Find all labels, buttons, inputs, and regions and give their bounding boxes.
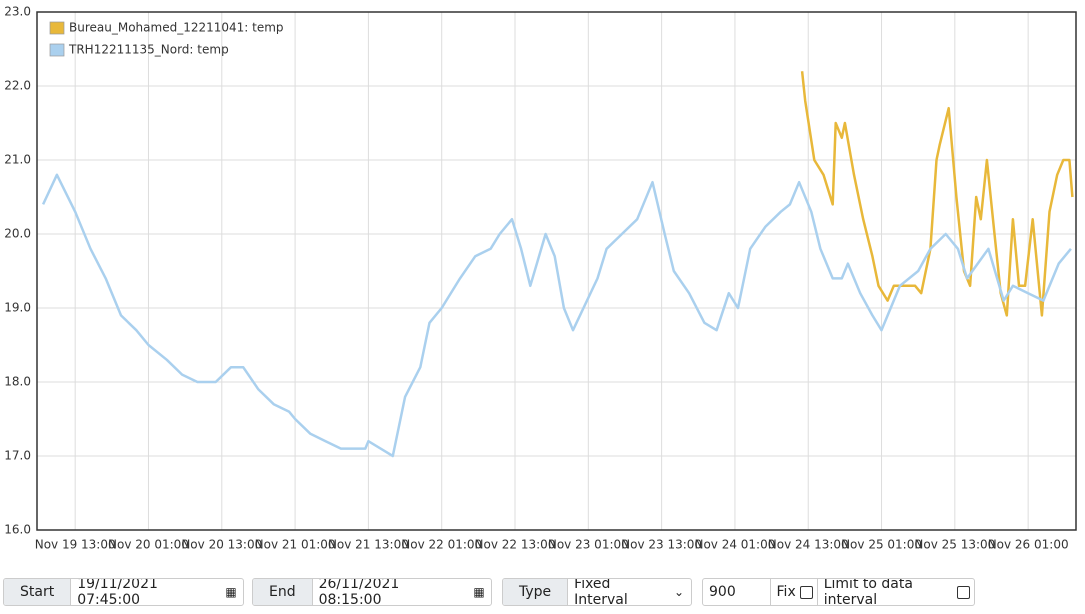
legend-label: TRH12211135_Nord: temp: [68, 43, 229, 57]
start-label: Start: [4, 579, 72, 605]
type-label: Type: [503, 579, 569, 605]
x-tick-label: Nov 20 01:00: [108, 538, 189, 552]
plot-border: [36, 11, 1077, 531]
y-tick-label: 19.0: [4, 301, 31, 315]
x-tick-label: Nov 25 13:00: [914, 538, 995, 552]
type-group: Type Fixed Interval ⌄: [502, 578, 692, 606]
y-tick-label: 16.0: [4, 523, 31, 537]
x-tick-label: Nov 23 01:00: [548, 538, 629, 552]
end-group: End 26/11/2021 08:15:00 ▦: [252, 578, 492, 606]
series-line: [41, 173, 1072, 458]
x-tick-label: Nov 26 01:00: [988, 538, 1069, 552]
legend-swatch: [49, 43, 65, 57]
chart: 16.0 17.0 18.0 19.0 20.0 21.0 22.0 23.0 Nov 19 1…: [4, 5, 1077, 552]
y-tick-label: 23.0: [4, 5, 31, 19]
end-input[interactable]: 26/11/2021 08:15:00: [318, 578, 400, 606]
y-tick-label: 20.0: [4, 227, 31, 241]
series-line: [800, 71, 1074, 317]
start-group: Start 19/11/2021 07:45:00 ▦: [3, 578, 244, 606]
y-tick-label: 22.0: [4, 79, 31, 93]
legend-label: Bureau_Mohamed_12211041: temp: [69, 21, 284, 35]
x-tick-label: Nov 21 13:00: [328, 538, 409, 552]
select-arrow[interactable]: ⌄: [673, 585, 685, 599]
calendar-icon[interactable]: ▦: [473, 585, 485, 599]
x-tick-label: Nov 22 13:00: [475, 538, 556, 552]
x-tick-label: Nov 22 01:00: [401, 538, 482, 552]
type-select[interactable]: Fixed Interval: [574, 578, 628, 606]
y-tick-label: 18.0: [4, 375, 31, 389]
y-tick-label: 21.0: [4, 153, 31, 167]
x-tick-label: Nov 24 13:00: [768, 538, 849, 552]
x-tick-label: Nov 20 13:00: [181, 538, 262, 552]
x-tick-label: Nov 25 01:00: [841, 538, 922, 552]
legend-swatch: [49, 21, 65, 35]
x-tick-label: Nov 23 13:00: [621, 538, 702, 552]
calendar-icon[interactable]: ▦: [225, 585, 237, 599]
x-tick-label: Nov 19 13:00: [35, 538, 116, 552]
interval-input[interactable]: 900: [703, 579, 771, 605]
start-input[interactable]: 19/11/2021 07:45:00: [77, 578, 158, 606]
interval-group: 900 Fix Limit to data interval: [702, 578, 975, 606]
end-label: End: [253, 579, 313, 605]
x-tick-label: Nov 24 01:00: [694, 538, 775, 552]
x-tick-label: Nov 21 01:00: [255, 538, 336, 552]
fix-checkbox[interactable]: [799, 585, 813, 599]
fix-label: Fix: [776, 584, 796, 600]
limit-checkbox[interactable]: [957, 585, 970, 599]
y-tick-label: 17.0: [4, 449, 31, 463]
limit-label: Limit to data interval: [823, 578, 913, 606]
